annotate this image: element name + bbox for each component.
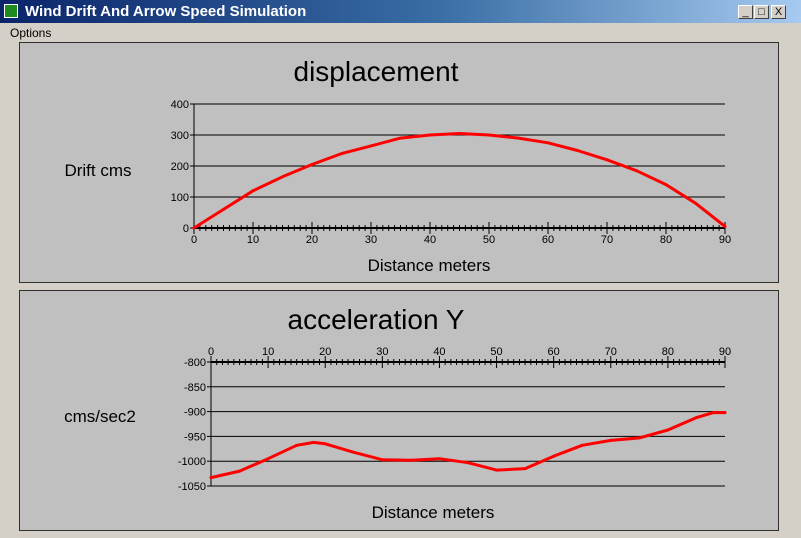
data-point: [609, 438, 613, 442]
data-point: [266, 457, 270, 461]
chart-title: displacement: [294, 56, 459, 87]
menu-bar: Options: [0, 23, 801, 41]
data-point: [295, 443, 299, 447]
y-tick-label: -950: [184, 431, 206, 443]
data-point: [517, 136, 520, 140]
data-point: [437, 457, 441, 461]
x-tick-label: 70: [601, 234, 613, 246]
y-tick-label: 400: [171, 99, 189, 111]
data-point: [369, 144, 373, 148]
data-point: [487, 133, 491, 137]
green-square-icon: [4, 4, 18, 18]
data-point: [312, 440, 316, 444]
series-line: [192, 132, 727, 230]
y-tick-label: 100: [171, 192, 189, 204]
menu-options[interactable]: Options: [10, 26, 52, 40]
y-tick-label: -850: [184, 382, 206, 394]
x-tick-label: 80: [662, 346, 674, 358]
chart-title: acceleration Y: [288, 304, 465, 335]
x-axis-label: Distance meters: [372, 503, 495, 522]
data-point: [399, 136, 402, 140]
x-tick-label: 0: [191, 234, 197, 246]
title-bar: Wind Drift And Arrow Speed Simulation _ …: [0, 0, 801, 23]
x-tick-label: 10: [262, 346, 274, 358]
data-point: [580, 443, 584, 447]
data-point: [637, 436, 641, 440]
data-point: [664, 183, 668, 187]
data-point: [238, 469, 242, 473]
acceleration-chart: acceleration Y cms/sec2 Distance meters -80…: [64, 304, 731, 522]
y-tick-label: 200: [171, 161, 189, 173]
data-point: [694, 416, 698, 420]
x-axis-label: Distance meters: [368, 256, 491, 275]
x-tick-label: 50: [483, 234, 495, 246]
y-tick-label: 300: [171, 130, 189, 142]
x-tick-label: 60: [548, 346, 560, 358]
data-point: [666, 428, 670, 432]
x-tick-label: 60: [542, 234, 554, 246]
displacement-chart-panel: displacement Drift cms Distance meters 0 100…: [19, 42, 779, 283]
data-point: [466, 461, 470, 465]
data-point: [635, 169, 638, 173]
data-point: [192, 226, 196, 230]
data-point: [546, 141, 550, 145]
data-point: [552, 454, 556, 458]
data-point: [352, 450, 356, 454]
data-point: [458, 131, 461, 135]
data-point: [712, 411, 716, 415]
data-point: [694, 201, 697, 205]
data-point: [340, 152, 343, 156]
data-point: [495, 468, 499, 472]
x-tick-label: 30: [376, 346, 388, 358]
y-tick-label: -1000: [178, 456, 206, 468]
x-tick-label: 70: [605, 346, 617, 358]
x-tick-label: 30: [365, 234, 377, 246]
data-point: [523, 467, 527, 471]
x-tick-label: 20: [306, 234, 318, 246]
close-button[interactable]: X: [771, 5, 786, 19]
x-tick-label: 20: [319, 346, 331, 358]
x-tick-label: 40: [424, 234, 436, 246]
data-point: [281, 175, 284, 179]
data-point: [323, 442, 327, 446]
data-point: [310, 162, 314, 166]
series-line: [209, 411, 727, 480]
x-tick-label: 40: [433, 346, 445, 358]
data-point: [222, 207, 225, 211]
y-tick-label: 0: [183, 223, 189, 235]
x-tick-label: 80: [660, 234, 672, 246]
data-point: [723, 411, 727, 415]
data-point: [605, 158, 609, 162]
data-point: [576, 149, 579, 152]
x-tick-label: 90: [719, 346, 731, 358]
x-tick-label: 90: [719, 234, 731, 246]
data-point: [209, 476, 213, 480]
y-axis-label: cms/sec2: [64, 407, 136, 426]
y-tick-label: -1050: [178, 481, 206, 493]
window-title: Wind Drift And Arrow Speed Simulation: [25, 3, 307, 20]
maximize-button[interactable]: □: [754, 5, 769, 19]
data-point: [409, 458, 413, 462]
x-tick-label: 0: [208, 346, 214, 358]
y-tick-label: -900: [184, 407, 206, 419]
minimize-button[interactable]: _: [738, 5, 753, 19]
data-point: [723, 224, 727, 228]
x-tick-label: 10: [247, 234, 259, 246]
data-point: [251, 189, 255, 193]
acceleration-chart-panel: acceleration Y cms/sec2 Distance meters -80…: [19, 290, 779, 531]
x-tick-label: 50: [490, 346, 502, 358]
data-point: [380, 458, 384, 462]
y-axis-label: Drift cms: [64, 161, 131, 180]
data-point: [428, 133, 432, 137]
y-tick-label: -800: [184, 357, 206, 369]
